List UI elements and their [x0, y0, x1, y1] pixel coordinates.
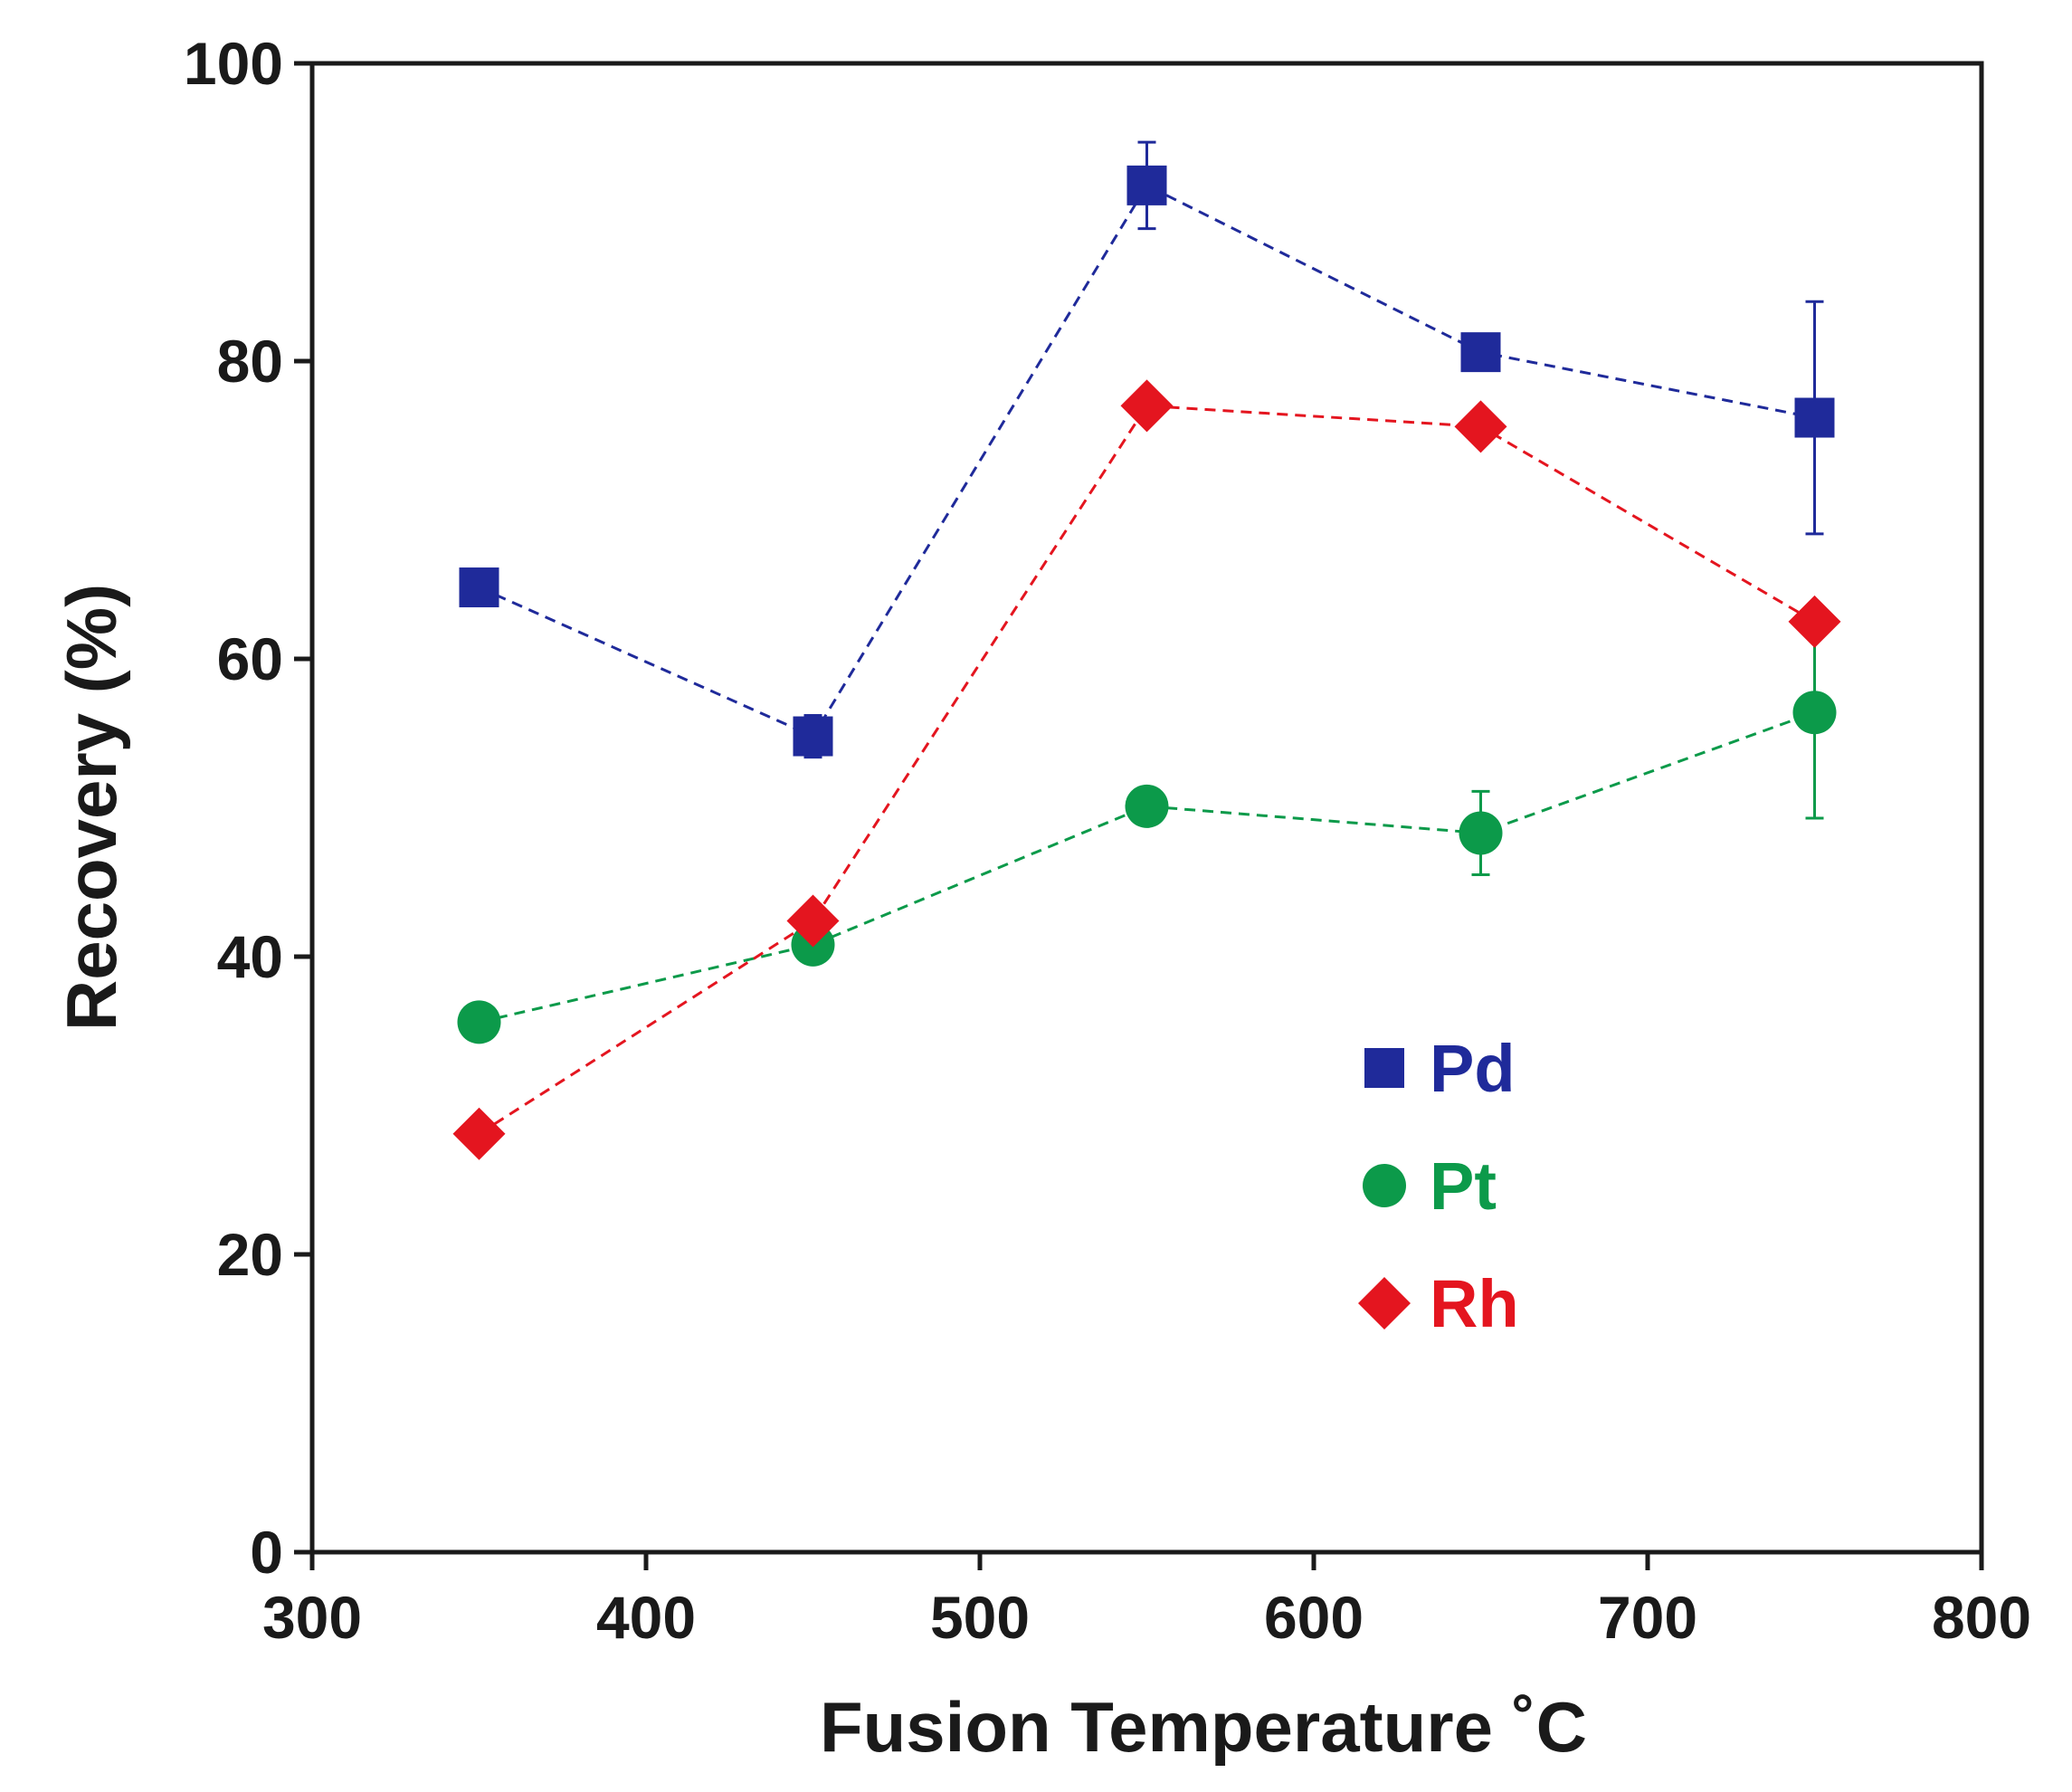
data-point-pd [793, 716, 833, 757]
y-tick-label: 0 [250, 1519, 283, 1586]
data-point-pt [1459, 811, 1503, 855]
y-axis-label: Recovery (%) [52, 584, 131, 1031]
data-point-rh [786, 894, 840, 948]
legend-marker-pd [1364, 1048, 1404, 1088]
legend-label-rh: Rh [1430, 1266, 1519, 1341]
data-point-rh [1120, 379, 1174, 433]
data-point-rh [452, 1107, 506, 1160]
plot-frame [309, 61, 1984, 1555]
series-line-pt [479, 710, 1816, 1024]
x-tick-label: 700 [1598, 1584, 1697, 1651]
y-tick-label: 100 [184, 30, 283, 97]
series-layer [452, 140, 1841, 1160]
data-point-pd [1794, 397, 1835, 438]
x-tick-label: 300 [262, 1584, 362, 1651]
series-line-pd [478, 183, 1815, 739]
y-tick-label: 40 [217, 923, 283, 990]
legend-label-pt: Pt [1430, 1149, 1497, 1224]
data-point-rh [1788, 595, 1841, 648]
x-axis-label: Fusion Temperature ˚C [820, 1687, 1587, 1767]
data-point-pd [1460, 332, 1501, 373]
y-tick-label: 20 [217, 1221, 283, 1288]
series-line-rh [478, 404, 1816, 1136]
legend-label-pd: Pd [1430, 1031, 1516, 1106]
data-point-rh [1454, 400, 1507, 453]
x-tick-label: 400 [596, 1584, 696, 1651]
legend-marker-pt [1363, 1164, 1406, 1207]
data-point-pd [459, 567, 499, 608]
legend: Pd Pt Rh [1358, 1031, 1519, 1341]
y-tick-label: 80 [217, 328, 283, 395]
data-point-pd [1126, 165, 1167, 205]
data-point-pt [457, 1000, 501, 1044]
x-tick-label: 600 [1264, 1584, 1364, 1651]
legend-marker-rh [1358, 1277, 1411, 1330]
series-pt [457, 605, 1837, 1044]
y-tick-label: 60 [217, 625, 283, 692]
x-tick-label: 500 [930, 1584, 1030, 1651]
axis-ticks: 300 400 500 600 700 800 0 20 40 60 80 100 [184, 30, 2031, 1651]
data-point-pt [1792, 691, 1837, 735]
data-point-pt [1125, 784, 1169, 828]
x-tick-label: 800 [1932, 1584, 2031, 1651]
series-pd [459, 140, 1835, 759]
series-rh [452, 379, 1841, 1160]
